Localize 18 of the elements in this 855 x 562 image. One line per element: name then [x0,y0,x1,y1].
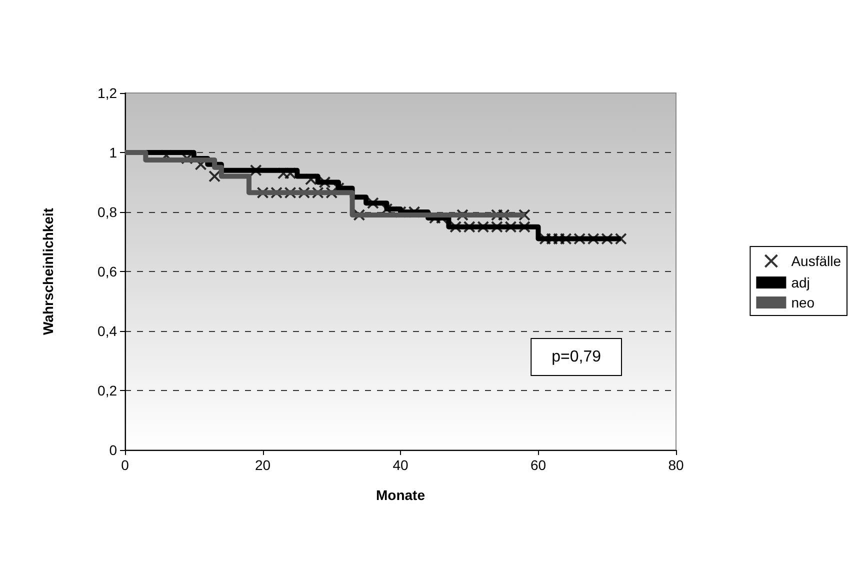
y-axis-title: Wahrscheinlichkeit [40,208,56,336]
x-axis-title: Monate [376,487,426,503]
y-tick-label: 1 [109,144,118,160]
x-tick-label: 40 [392,457,408,473]
y-tick-label: 0,4 [98,323,118,339]
x-tick-label: 60 [530,457,546,473]
y-tick-label: 1,2 [98,85,118,101]
x-tick-label: 20 [254,457,271,473]
legend-label: neo [791,294,815,310]
legend-label: adj [791,274,810,290]
y-tick-label: 0,2 [98,382,118,398]
y-tick-label: 0,8 [98,204,118,220]
legend-label: Ausfälle [791,253,842,269]
y-tick-label: 0,6 [98,264,118,280]
x-tick-label: 80 [668,457,684,473]
y-tick-label: 0 [109,442,118,458]
x-tick-label: 0 [121,457,130,473]
annotation: p=0,79 [552,348,602,366]
